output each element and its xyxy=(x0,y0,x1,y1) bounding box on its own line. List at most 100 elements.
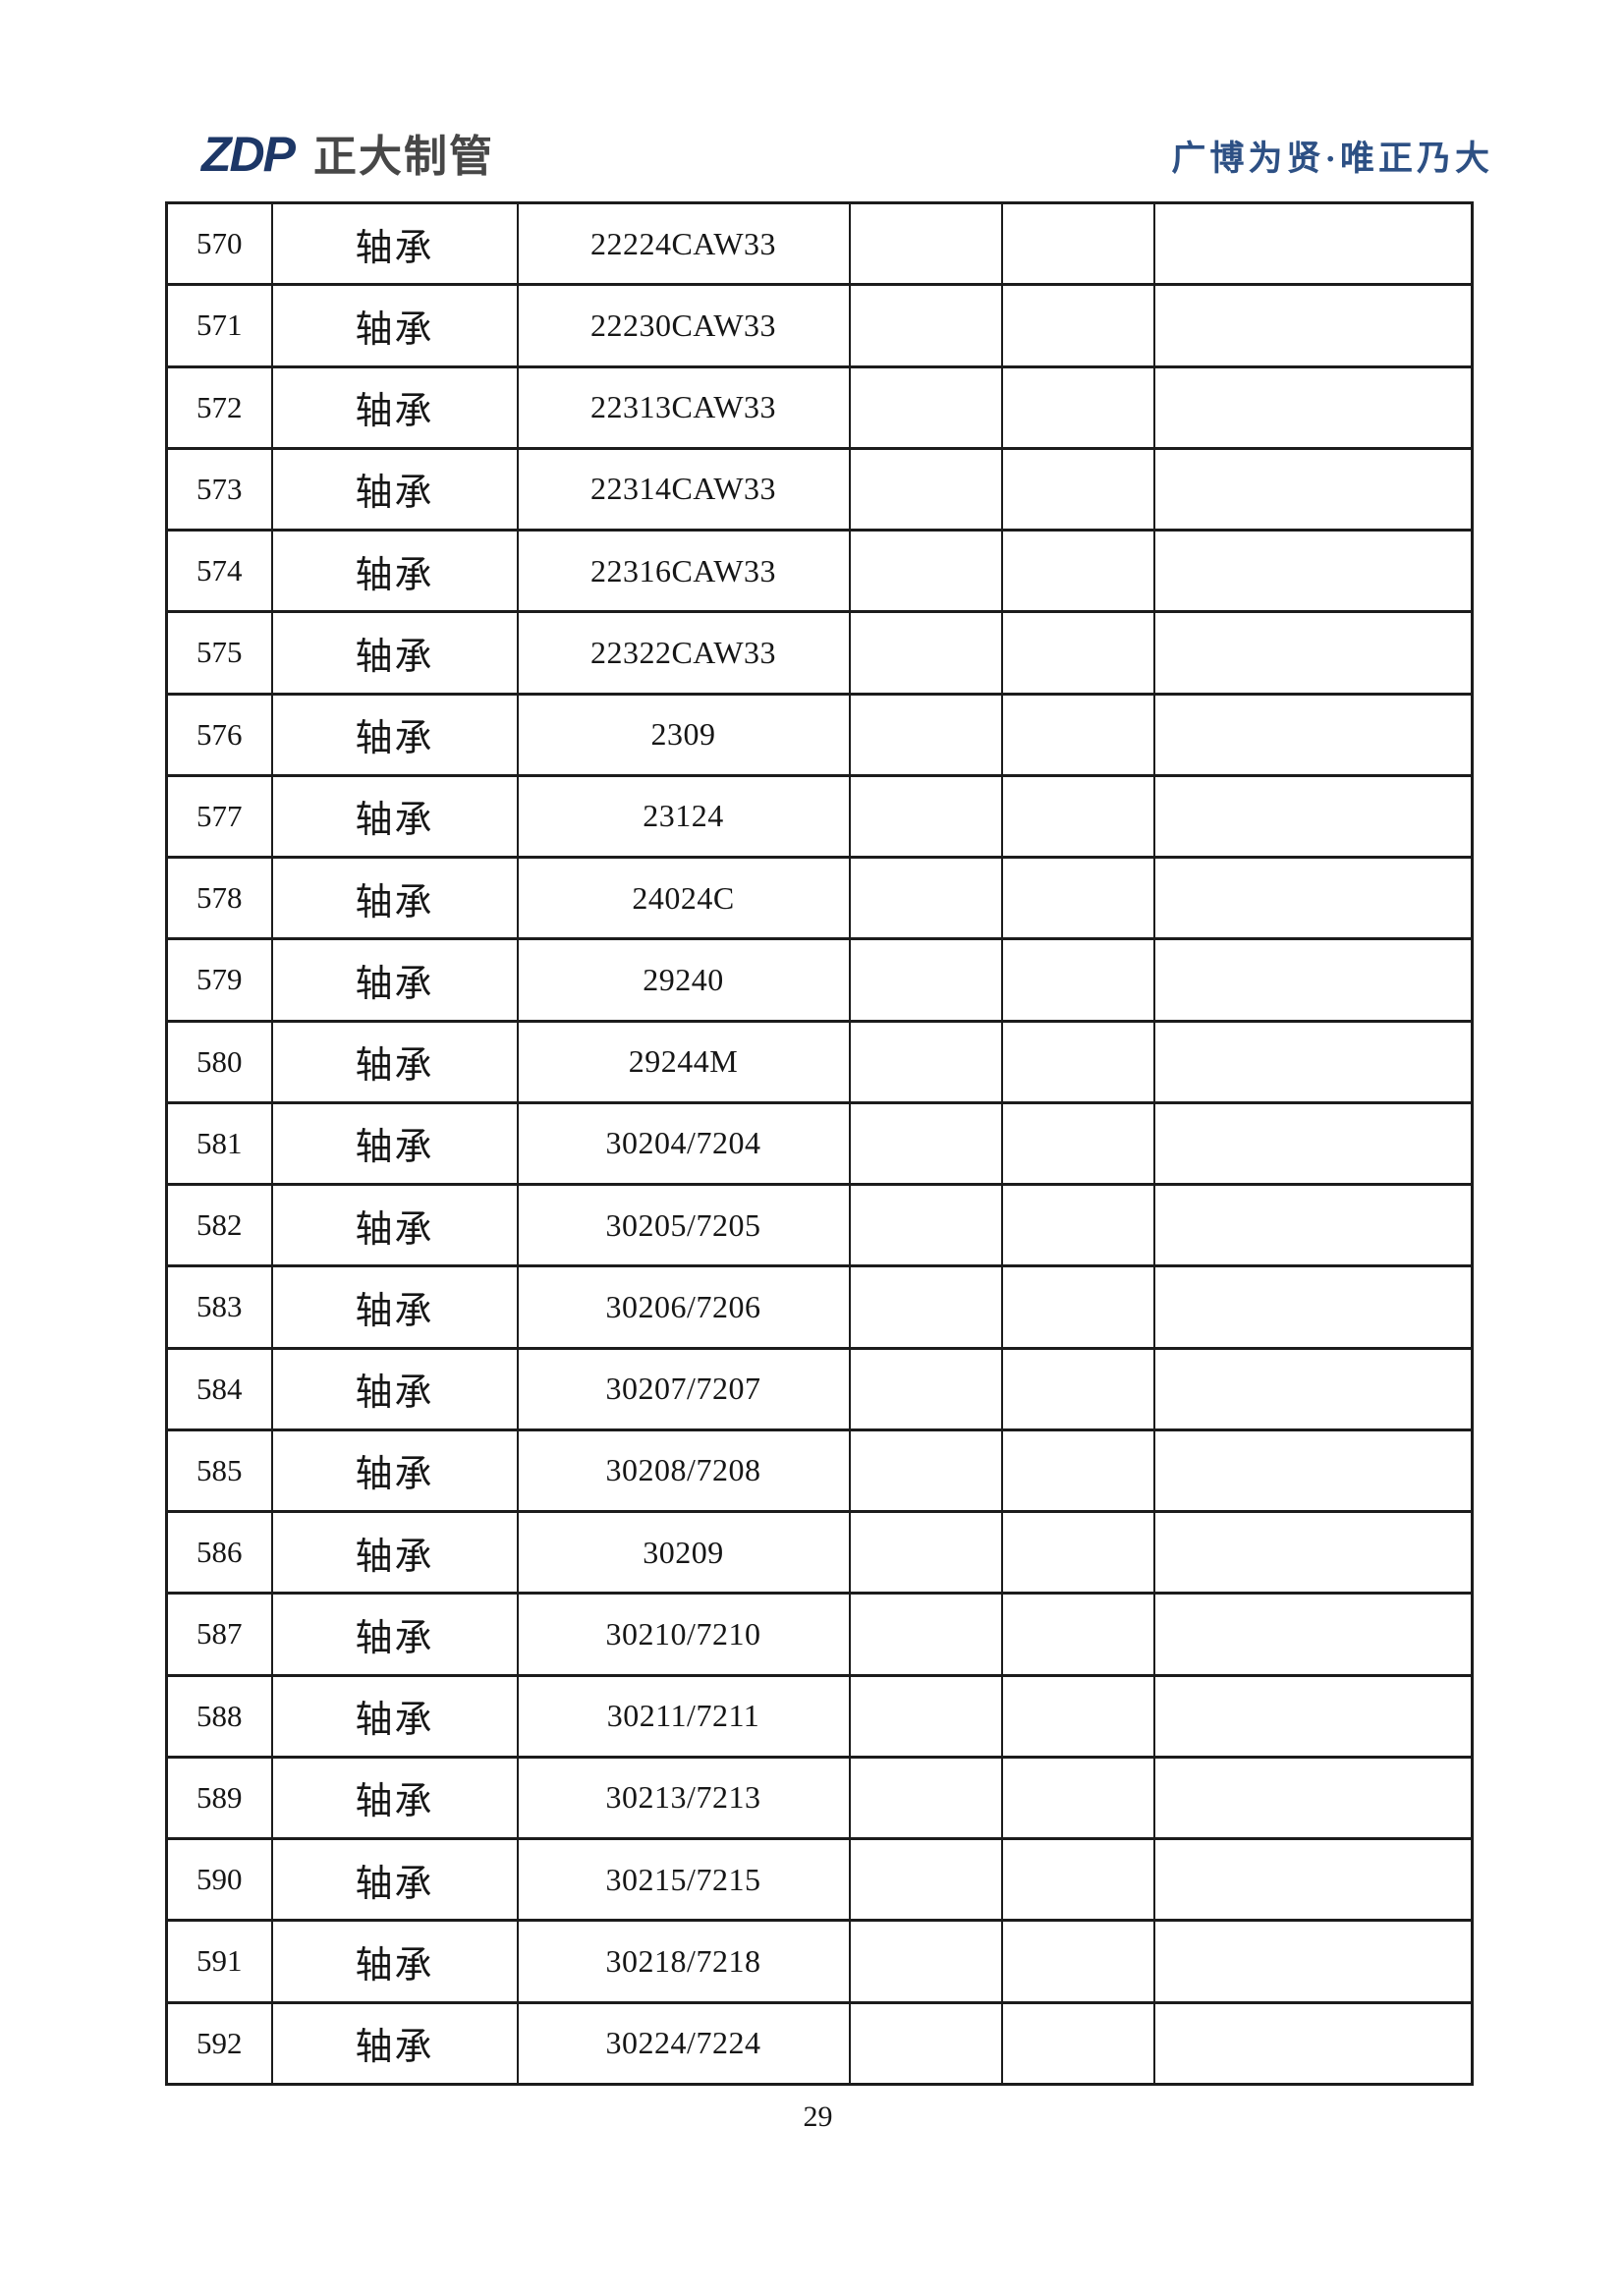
empty-cell xyxy=(848,1100,1003,1187)
row-no-cell: 573 xyxy=(165,446,273,532)
empty-cell xyxy=(1152,1019,1474,1104)
empty-cell xyxy=(1000,2000,1155,2086)
empty-cell xyxy=(1000,1182,1155,1268)
model-cell: 23124 xyxy=(516,773,851,860)
model-cell: 30213/7213 xyxy=(516,1755,851,1841)
row-no-cell: 583 xyxy=(165,1264,273,1350)
page-header: ZDP 正大制管 广博为贤·唯正乃大 xyxy=(201,130,1493,191)
table-row: 588 轴承 30211/7211 xyxy=(165,1673,1474,1759)
empty-cell xyxy=(1152,528,1474,614)
empty-cell xyxy=(1152,1509,1474,1596)
empty-cell xyxy=(1000,200,1155,287)
part-name-cell: 轴承 xyxy=(270,1100,519,1187)
empty-cell xyxy=(1152,1182,1474,1268)
empty-cell xyxy=(1000,773,1155,860)
model-cell: 29244M xyxy=(516,1019,851,1104)
model-cell: 22316CAW33 xyxy=(516,528,851,614)
empty-cell xyxy=(848,855,1003,941)
row-no-cell: 590 xyxy=(165,1836,273,1923)
empty-cell xyxy=(848,200,1003,287)
row-no-cell: 572 xyxy=(165,364,273,450)
model-cell: 30210/7210 xyxy=(516,1592,851,1677)
empty-cell xyxy=(1152,692,1474,777)
model-cell: 30224/7224 xyxy=(516,2000,851,2086)
model-cell: 30208/7208 xyxy=(516,1428,851,1514)
empty-cell xyxy=(848,1755,1003,1841)
part-name-cell: 轴承 xyxy=(270,1264,519,1350)
model-cell: 30211/7211 xyxy=(516,1673,851,1759)
model-cell: 2309 xyxy=(516,692,851,777)
table-row: 577 轴承 23124 xyxy=(165,773,1474,860)
empty-cell xyxy=(1152,1346,1474,1431)
empty-cell xyxy=(1152,1428,1474,1514)
empty-cell xyxy=(1152,1264,1474,1350)
parts-table-body: 570 轴承 22224CAW33 571 轴承 22230CAW33 572 轴承 22313… xyxy=(165,200,1474,2086)
empty-cell xyxy=(1000,1346,1155,1431)
row-no-cell: 579 xyxy=(165,937,273,1023)
model-cell: 22322CAW33 xyxy=(516,610,851,696)
row-no-cell: 592 xyxy=(165,2000,273,2086)
row-no-cell: 576 xyxy=(165,692,273,777)
empty-cell xyxy=(1000,1919,1155,2004)
empty-cell xyxy=(1000,1755,1155,1841)
table-row: 584 轴承 30207/7207 xyxy=(165,1346,1474,1431)
parts-table: 570 轴承 22224CAW33 571 轴承 22230CAW33 572 轴承 22313… xyxy=(165,200,1474,2086)
table-row: 574 轴承 22316CAW33 xyxy=(165,528,1474,614)
table-row: 578 轴承 24024C xyxy=(165,855,1474,941)
empty-cell xyxy=(848,283,1003,368)
empty-cell xyxy=(848,1673,1003,1759)
part-name-cell: 轴承 xyxy=(270,1919,519,2004)
empty-cell xyxy=(1152,773,1474,860)
table-row: 573 轴承 22314CAW33 xyxy=(165,446,1474,532)
table-row: 582 轴承 30205/7205 xyxy=(165,1182,1474,1268)
row-no-cell: 584 xyxy=(165,1346,273,1431)
row-no-cell: 571 xyxy=(165,283,273,368)
table-row: 580 轴承 29244M xyxy=(165,1019,1474,1104)
zdp-logo: ZDP xyxy=(201,127,296,182)
row-no-cell: 585 xyxy=(165,1428,273,1514)
table-row: 589 轴承 30213/7213 xyxy=(165,1755,1474,1841)
empty-cell xyxy=(848,937,1003,1023)
empty-cell xyxy=(848,446,1003,532)
page-number: 29 xyxy=(803,2100,833,2133)
empty-cell xyxy=(1152,1755,1474,1841)
empty-cell xyxy=(848,1346,1003,1431)
part-name-cell: 轴承 xyxy=(270,200,519,287)
empty-cell xyxy=(848,773,1003,860)
part-name-cell: 轴承 xyxy=(270,528,519,614)
part-name-cell: 轴承 xyxy=(270,610,519,696)
empty-cell xyxy=(1000,1100,1155,1187)
empty-cell xyxy=(848,528,1003,614)
part-name-cell: 轴承 xyxy=(270,1592,519,1677)
model-cell: 24024C xyxy=(516,855,851,941)
model-cell: 29240 xyxy=(516,937,851,1023)
empty-cell xyxy=(1000,1019,1155,1104)
part-name-cell: 轴承 xyxy=(270,1019,519,1104)
empty-cell xyxy=(1152,2000,1474,2086)
part-name-cell: 轴承 xyxy=(270,1673,519,1759)
table-row: 576 轴承 2309 xyxy=(165,692,1474,777)
part-name-cell: 轴承 xyxy=(270,283,519,368)
model-cell: 22230CAW33 xyxy=(516,283,851,368)
part-name-cell: 轴承 xyxy=(270,1428,519,1514)
row-no-cell: 575 xyxy=(165,610,273,696)
empty-cell xyxy=(1152,1100,1474,1187)
table-row: 590 轴承 30215/7215 xyxy=(165,1836,1474,1923)
table-row: 572 轴承 22313CAW33 xyxy=(165,364,1474,450)
empty-cell xyxy=(1000,364,1155,450)
table-row: 592 轴承 30224/7224 xyxy=(165,2000,1474,2086)
table-row: 585 轴承 30208/7208 xyxy=(165,1428,1474,1514)
row-no-cell: 578 xyxy=(165,855,273,941)
empty-cell xyxy=(1152,364,1474,450)
empty-cell xyxy=(848,1509,1003,1596)
part-name-cell: 轴承 xyxy=(270,364,519,450)
part-name-cell: 轴承 xyxy=(270,1182,519,1268)
brand-block: ZDP 正大制管 xyxy=(201,130,494,179)
model-cell: 30204/7204 xyxy=(516,1100,851,1187)
empty-cell xyxy=(848,1836,1003,1923)
model-cell: 30215/7215 xyxy=(516,1836,851,1923)
part-name-cell: 轴承 xyxy=(270,1509,519,1596)
row-no-cell: 580 xyxy=(165,1019,273,1104)
row-no-cell: 574 xyxy=(165,528,273,614)
